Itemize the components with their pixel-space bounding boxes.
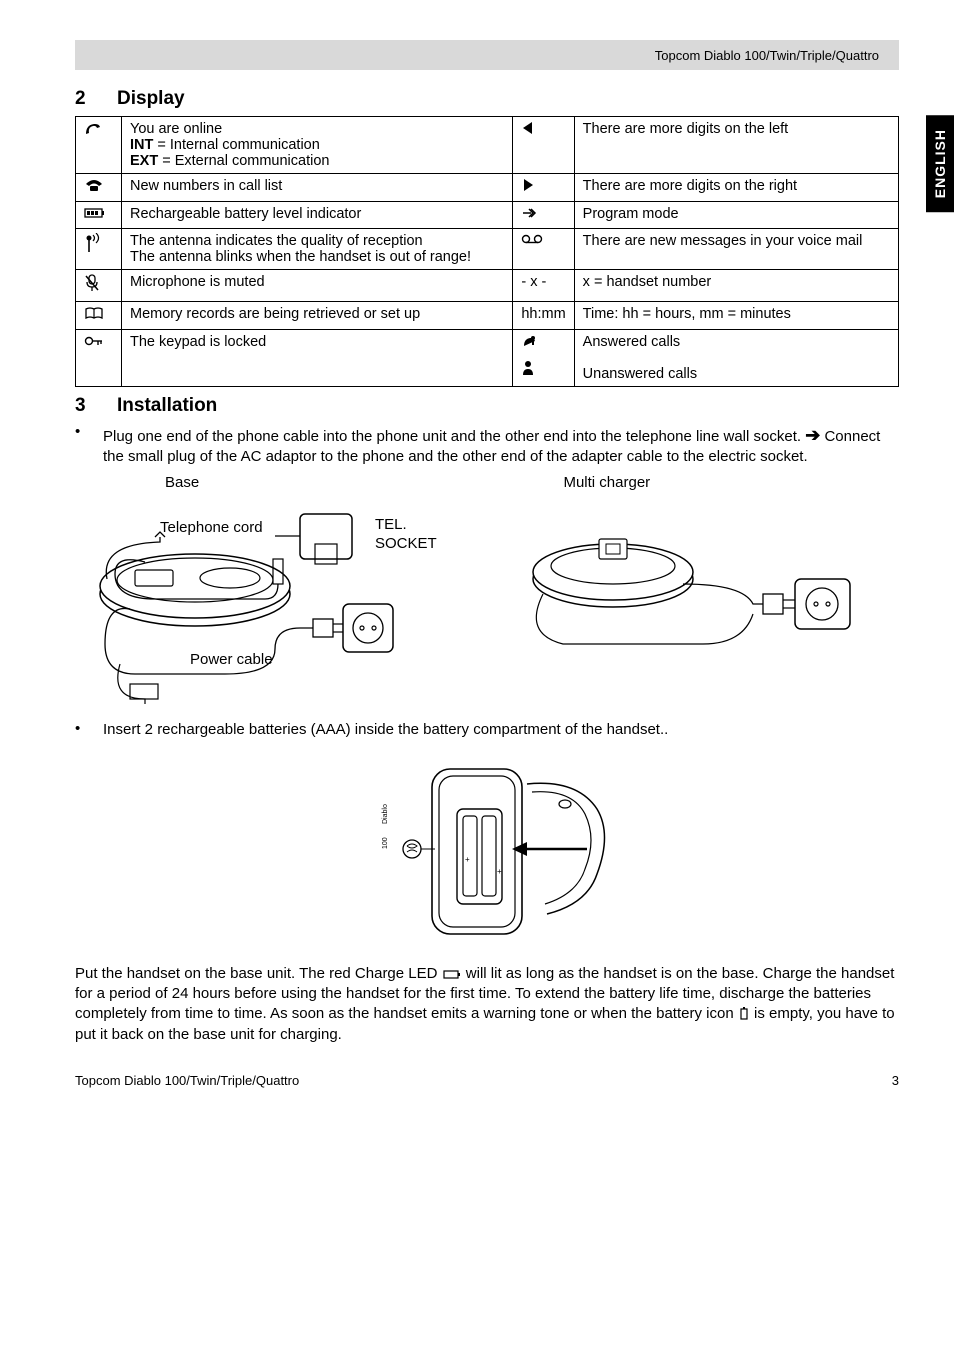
installation-diagram: Telephone cord TEL. SOCKET <box>75 504 899 708</box>
section-3-heading: 3Installation <box>75 395 899 417</box>
table-row: You are online INT = Internal communicat… <box>76 117 899 174</box>
footer-left: Topcom Diablo 100/Twin/Triple/Quattro <box>75 1073 299 1088</box>
svg-text:100: 100 <box>382 837 389 849</box>
footer-right: 3 <box>892 1073 899 1088</box>
page-footer: Topcom Diablo 100/Twin/Triple/Quattro 3 <box>75 1073 899 1088</box>
final-paragraph: Put the handset on the base unit. The re… <box>75 964 899 1045</box>
power-cable-label: Power cable <box>190 651 273 668</box>
cell-text: x = handset number <box>574 270 898 302</box>
answered-unanswered-icons <box>513 330 574 387</box>
display-table: You are online INT = Internal communicat… <box>75 116 899 387</box>
section-3-title: Installation <box>117 395 217 416</box>
bullet-2: • Insert 2 rechargeable batteries (AAA) … <box>75 720 899 740</box>
tel-socket-label-2: SOCKET <box>375 535 437 552</box>
multi-charger-diagram <box>503 504 903 674</box>
bullet-1-text: Plug one end of the phone cable into the… <box>103 423 899 468</box>
tape-icon <box>513 229 574 270</box>
bullet-1: • Plug one end of the phone cable into t… <box>75 423 899 468</box>
call-answered-icon <box>521 334 539 350</box>
phone-off-hook-icon <box>76 117 122 174</box>
language-tab: ENGLISH <box>926 115 954 212</box>
table-row: New numbers in call list There are more … <box>76 174 899 202</box>
bullet-dot: • <box>75 720 103 740</box>
charge-led-icon <box>442 968 462 980</box>
tel-socket-label-1: TEL. <box>375 516 407 533</box>
cell-text: Answered calls Unanswered calls <box>574 330 898 387</box>
svg-text:Diablo: Diablo <box>382 804 389 824</box>
table-row: Rechargeable battery level indicator Pro… <box>76 202 899 229</box>
section-2-num: 2 <box>75 88 117 110</box>
section-2-heading: 2Display <box>75 88 899 110</box>
battery-icon <box>76 202 122 229</box>
cell-text: The keypad is locked <box>122 330 513 387</box>
tel-cord-label: Telephone cord <box>160 519 263 536</box>
section-2-title: Display <box>117 88 185 109</box>
phone-on-hook-icon <box>76 174 122 202</box>
cell-text: The antenna indicates the quality of rec… <box>122 229 513 270</box>
mic-mute-icon <box>76 270 122 302</box>
cell-text: There are new messages in your voice mai… <box>574 229 898 270</box>
antenna-icon <box>76 229 122 270</box>
cell-text: New numbers in call list <box>122 174 513 202</box>
hhmm-text: hh:mm <box>513 302 574 330</box>
multi-charger-label: Multi charger <box>563 474 650 491</box>
svg-text:+: + <box>497 867 502 876</box>
header-bar: Topcom Diablo 100/Twin/Triple/Quattro <box>75 40 899 70</box>
base-diagram: Telephone cord TEL. SOCKET <box>75 504 495 704</box>
cell-text: Program mode <box>574 202 898 229</box>
book-icon <box>76 302 122 330</box>
table-row: Memory records are being retrieved or se… <box>76 302 899 330</box>
arrow-icon: ➔ <box>805 425 820 445</box>
header-product: Topcom Diablo 100/Twin/Triple/Quattro <box>655 48 879 63</box>
program-arrow-icon <box>513 202 574 229</box>
right-triangle-icon <box>513 174 574 202</box>
table-row: Microphone is muted - x - x = handset nu… <box>76 270 899 302</box>
base-label: Base <box>165 474 199 491</box>
svg-text:+: + <box>465 855 470 864</box>
battery-diagram: + + Diablo 100 <box>75 754 899 944</box>
table-row: The antenna indicates the quality of rec… <box>76 229 899 270</box>
battery-empty-icon <box>738 1006 750 1020</box>
key-icon <box>76 330 122 387</box>
cell-text: Memory records are being retrieved or se… <box>122 302 513 330</box>
cell-text: You are online INT = Internal communicat… <box>122 117 513 174</box>
cell-text: Microphone is muted <box>122 270 513 302</box>
person-icon <box>521 360 535 376</box>
x-text: - x - <box>513 270 574 302</box>
section-3-num: 3 <box>75 395 117 417</box>
cell-text: There are more digits on the left <box>574 117 898 174</box>
bullet-dot: • <box>75 423 103 468</box>
table-row: The keypad is locked Answered calls Unan… <box>76 330 899 387</box>
cell-text: There are more digits on the right <box>574 174 898 202</box>
cell-text: Rechargeable battery level indicator <box>122 202 513 229</box>
left-triangle-icon <box>513 117 574 174</box>
bullet-2-text: Insert 2 rechargeable batteries (AAA) in… <box>103 720 668 740</box>
cell-text: Time: hh = hours, mm = minutes <box>574 302 898 330</box>
